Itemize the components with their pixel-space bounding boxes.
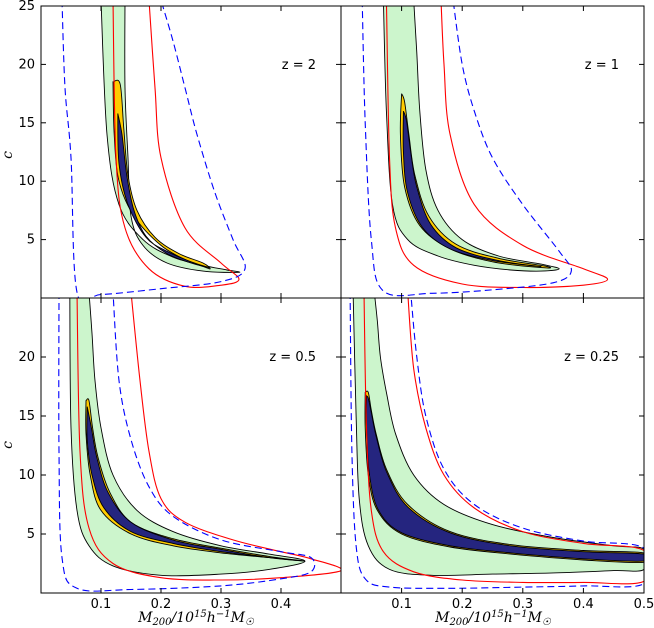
red-contour-curve: [385, 6, 609, 289]
mid-confidence-region: [364, 390, 644, 564]
panel-4: [349, 298, 644, 589]
y-tick-label: 10: [18, 174, 35, 189]
mid-confidence-region: [399, 93, 552, 269]
inner-confidence-region: [402, 110, 542, 267]
inner-confidence-region: [365, 394, 644, 562]
panel-ticks-4: 0.1 0.2 0.3 0.4 0.5: [341, 297, 654, 612]
x-tick-label: 0.2: [452, 597, 473, 612]
red-contour-curve: [112, 6, 240, 288]
red-contour-curve: [76, 298, 341, 581]
x-tick-label: 0.5: [634, 597, 654, 612]
redshift-label: z = 0.25: [564, 350, 619, 365]
mid-confidence-region: [85, 398, 306, 562]
y-axis-label-bottom: c: [0, 441, 16, 449]
panel-frame-4: [340, 297, 645, 594]
y-tick-label: 5: [27, 233, 35, 248]
x-tick-label: 0.4: [271, 597, 292, 612]
panel-ticks-1: 5 10 15 20 25: [18, 0, 341, 298]
y-tick-label: 5: [27, 527, 35, 542]
y-tick-label: 20: [18, 350, 35, 365]
y-tick-label: 15: [18, 409, 35, 424]
panel-3: [58, 298, 341, 592]
panel-2: [361, 6, 609, 297]
blue-dashed-contour: [349, 298, 644, 589]
x-tick-label: 0.1: [391, 597, 412, 612]
y-tick-label: 15: [18, 116, 35, 131]
y-tick-label: 20: [18, 57, 35, 72]
panel-frame-1: [40, 5, 342, 299]
y-tick-label: 10: [18, 468, 35, 483]
red-contour-curve: [363, 298, 644, 585]
mid-confidence-region: [112, 79, 211, 270]
outer-confidence-region: [383, 6, 560, 272]
x-tick-label: 0.3: [512, 597, 533, 612]
x-tick-label: 0.4: [573, 597, 594, 612]
redshift-label: z = 0.5: [269, 350, 316, 365]
redshift-label: z = 1: [585, 58, 619, 73]
panel-ticks-2: [341, 5, 644, 298]
blue-dashed-contour: [58, 298, 316, 592]
outer-confidence-region: [100, 6, 241, 273]
x-tick-label: 0.2: [151, 597, 172, 612]
x-tick-label: 0.3: [211, 597, 232, 612]
y-axis-label-top: c: [0, 151, 16, 159]
inner-confidence-region: [117, 113, 210, 269]
outer-confidence-region: [352, 298, 644, 576]
inner-confidence-region: [86, 406, 306, 562]
outer-confidence-region: [69, 298, 306, 577]
y-tick-label: 25: [18, 0, 35, 14]
panel-ticks-3: 5 10 15 20 0.1 0.2 0.3 0.4: [18, 297, 341, 612]
panel-1: [61, 6, 246, 298]
blue-dashed-contour: [361, 6, 572, 297]
blue-dashed-contour: [61, 6, 246, 298]
redshift-label: z = 2: [282, 58, 316, 73]
x-tick-label: 0.1: [91, 597, 112, 612]
